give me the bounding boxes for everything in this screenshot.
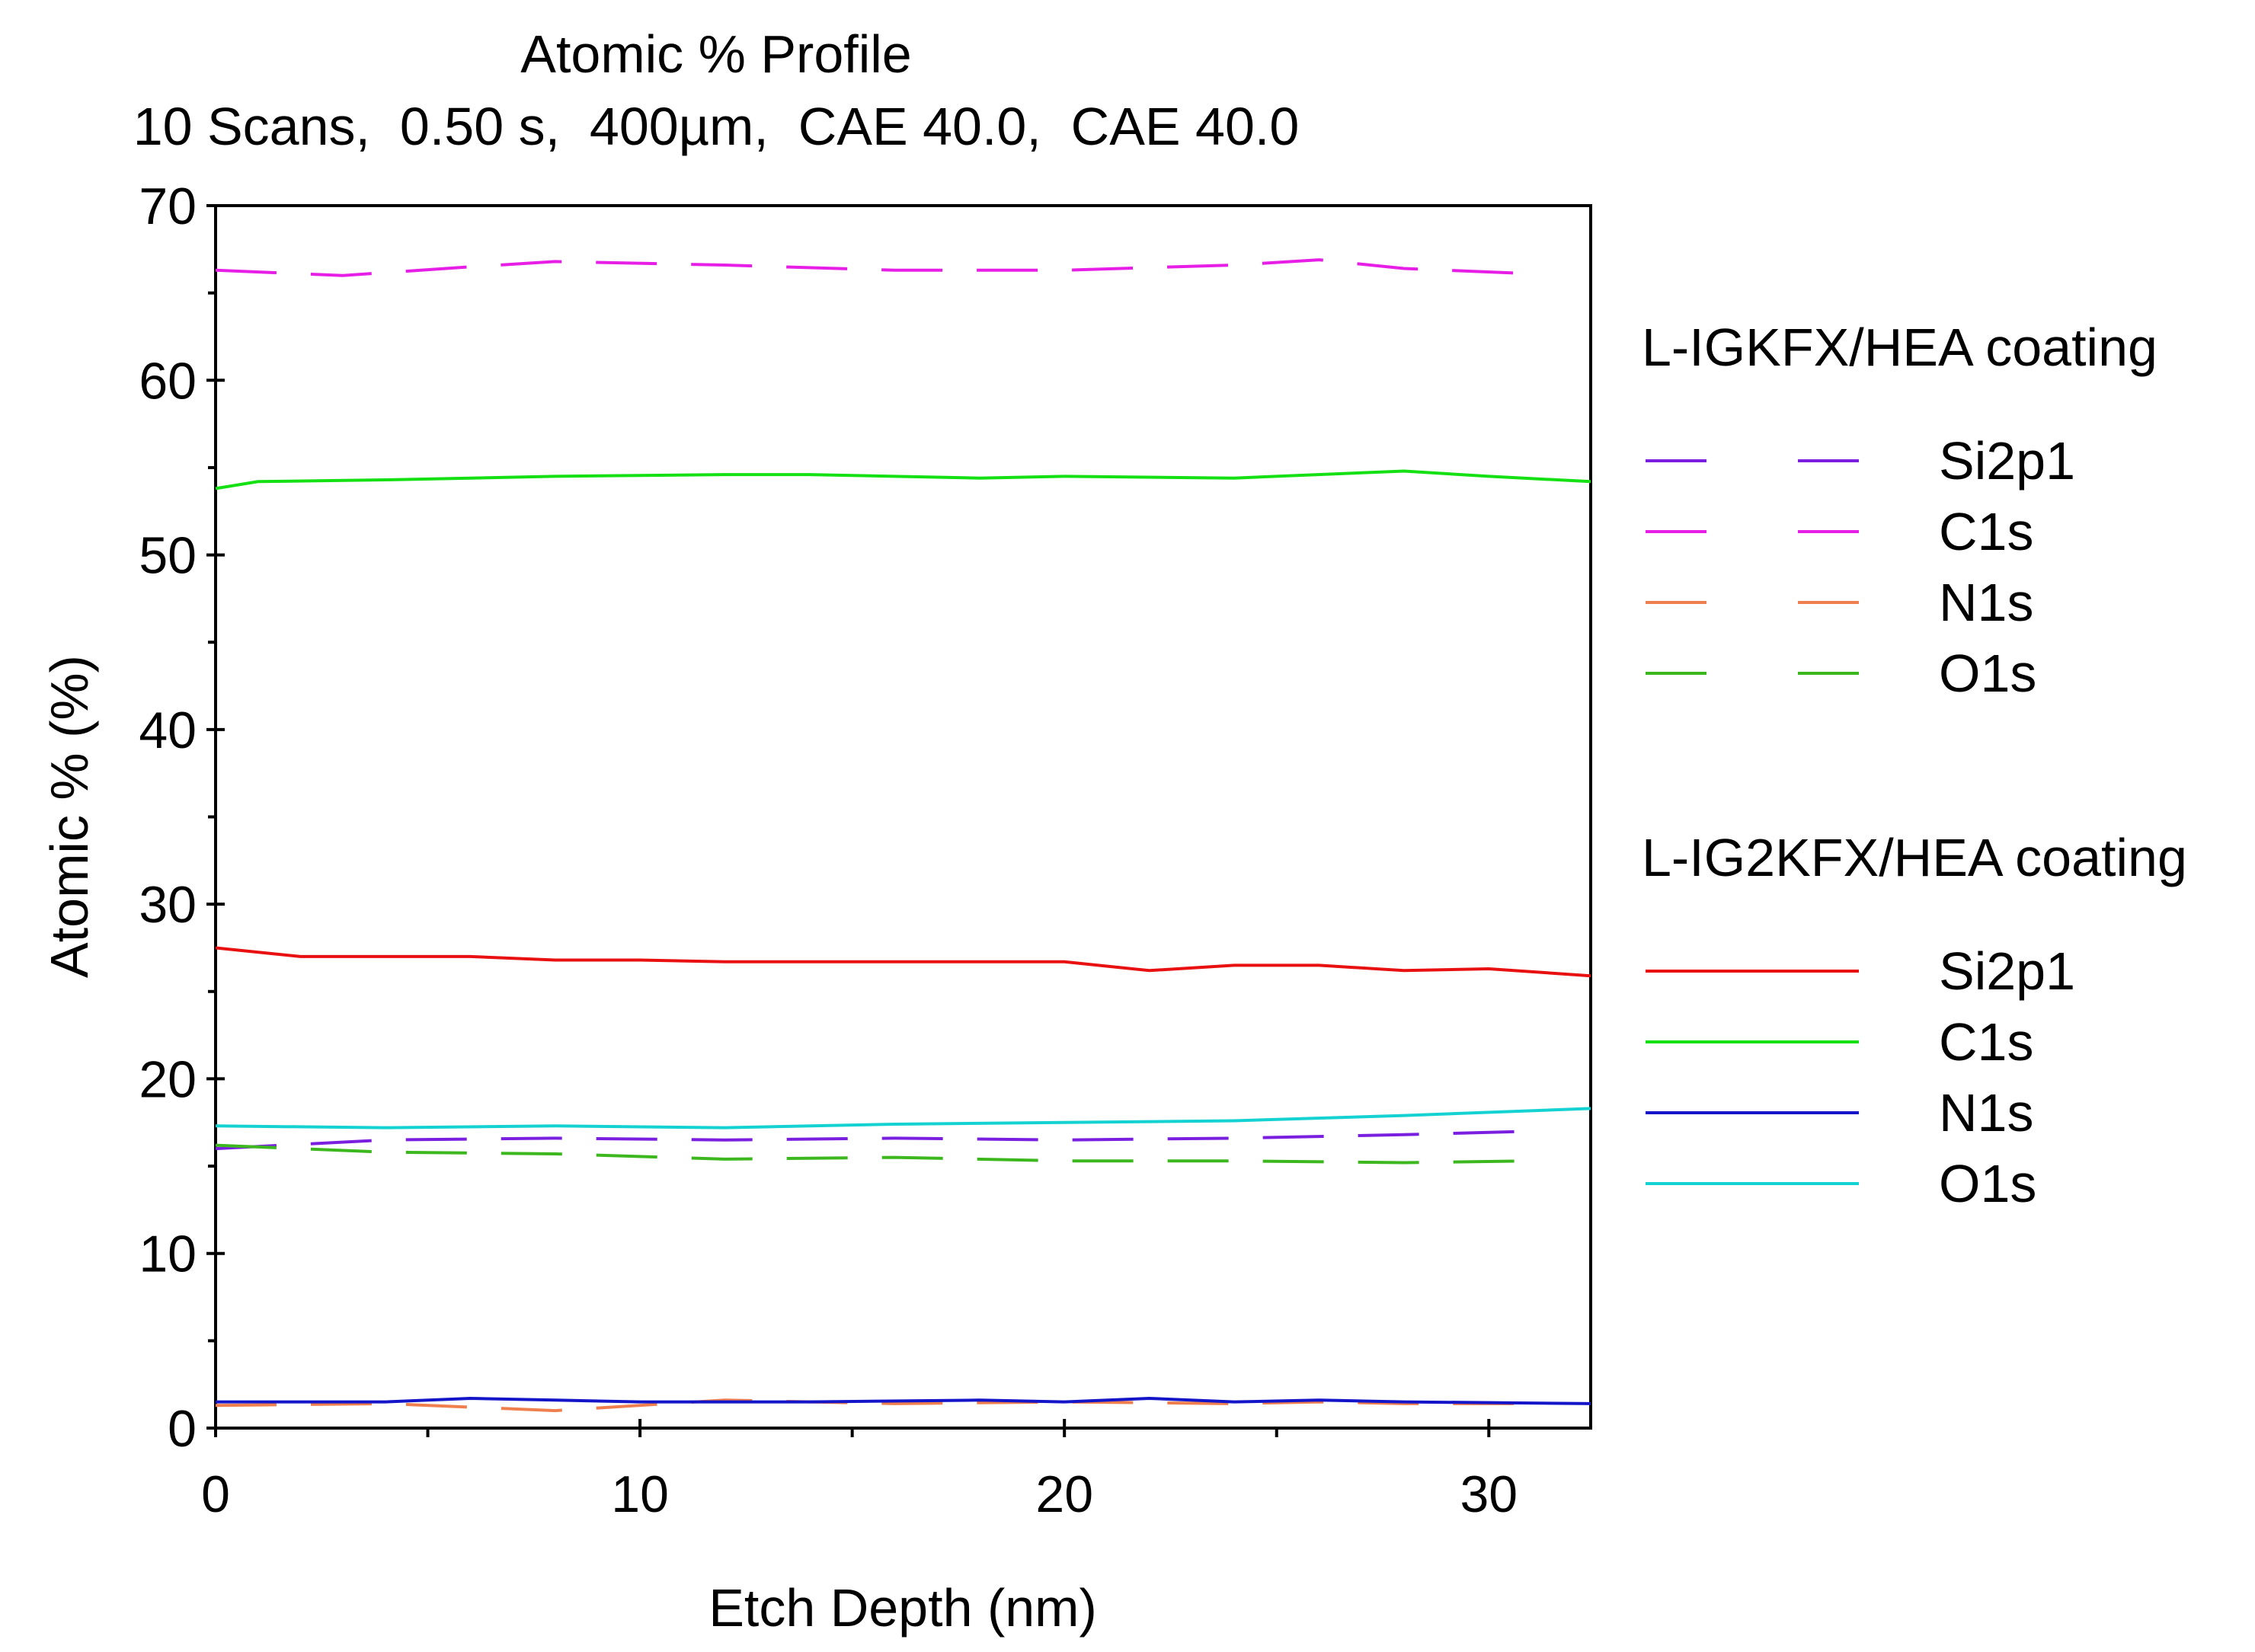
y-tick-label: 10 (139, 1225, 197, 1283)
series-si2p1-dashed (215, 1130, 1532, 1151)
x-tick-label: 30 (1460, 1465, 1518, 1523)
y-tick-label: 50 (139, 527, 197, 585)
chart-subtitle: 10 Scans, 0.50 s, 400µm, CAE 40.0, CAE 4… (133, 97, 1300, 156)
series-o1s-dashed (215, 1143, 1532, 1165)
y-tick-label: 30 (139, 876, 197, 934)
series-c1s-solid (215, 469, 1591, 490)
x-tick-label: 20 (1035, 1465, 1093, 1523)
y-tick-label: 40 (139, 701, 197, 759)
legend-group-title: L-IG2KFX/HEA coating (1642, 828, 2187, 887)
series-si2p1-solid (215, 946, 1591, 978)
series-n1s-solid (216, 1396, 1591, 1405)
y-axis-ticks: 0 10 20 30 40 50 60 70 (139, 177, 225, 1458)
y-tick-label: 60 (139, 352, 197, 410)
legend-label: C1s (1939, 502, 2033, 561)
series-n1s-dashed (215, 1398, 1531, 1413)
y-tick-label: 20 (139, 1050, 197, 1108)
legend: L-IGKFX/HEA coating Si2p1 C1s N1s O1s L-IG2KF… (1642, 318, 2187, 1213)
legend-group-title: L-IGKFX/HEA coating (1642, 318, 2157, 377)
legend-label: Si2p1 (1939, 941, 2075, 1001)
legend-label: C1s (1939, 1012, 2033, 1072)
legend-label: Si2p1 (1939, 431, 2075, 490)
x-axis-label: Etch Depth (nm) (708, 1578, 1097, 1638)
series-c1s-dashed (215, 258, 1532, 277)
y-axis-label: Atomic % (%) (40, 655, 99, 978)
y-tick-label: 0 (168, 1400, 197, 1458)
series-o1s-solid (215, 1107, 1591, 1130)
x-tick-label: 10 (611, 1465, 669, 1523)
series-layer (215, 258, 1591, 1413)
plot-area (214, 204, 1592, 1430)
legend-label: O1s (1939, 1154, 2036, 1213)
chart-title: Atomic % Profile (520, 24, 911, 84)
x-tick-label: 0 (201, 1465, 230, 1523)
legend-label: N1s (1939, 1083, 2033, 1142)
legend-label: O1s (1939, 644, 2036, 703)
legend-label: N1s (1939, 573, 2033, 632)
x-axis-ticks: 0 10 20 30 (201, 1419, 1518, 1523)
y-tick-label: 70 (139, 177, 197, 235)
